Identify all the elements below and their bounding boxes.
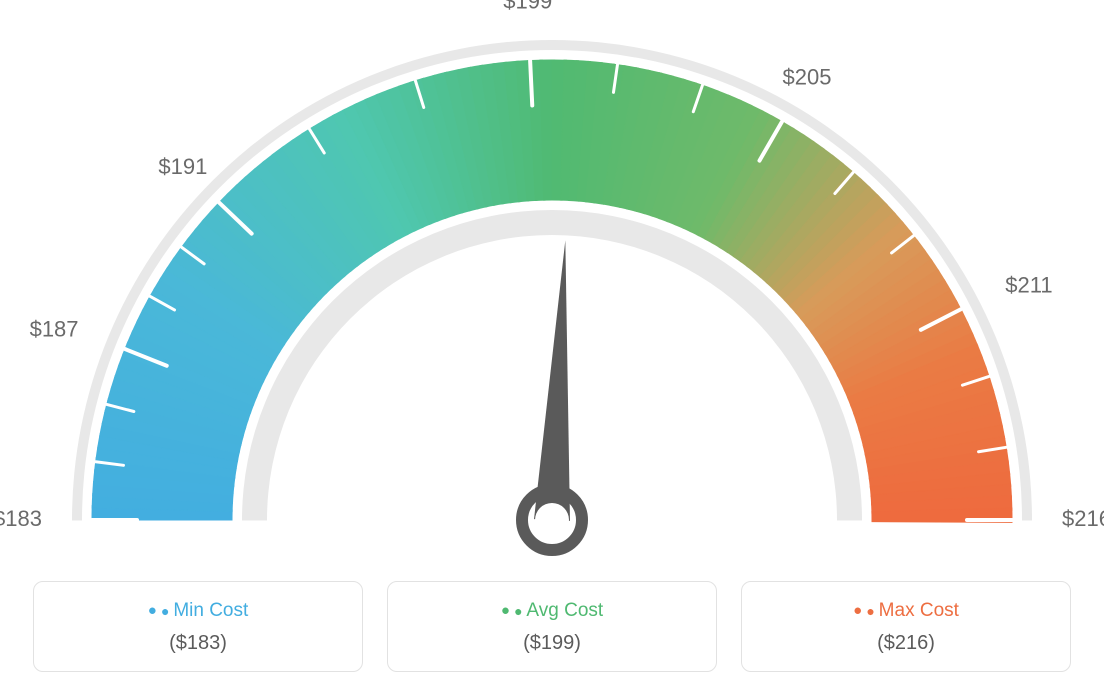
legend-avg-label: ● Avg Cost	[398, 600, 706, 622]
svg-text:$183: $183	[0, 506, 42, 531]
svg-text:$216: $216	[1062, 506, 1104, 531]
legend-max-label: ● Max Cost	[752, 600, 1060, 622]
gauge-chart: $183 $187 $191 $199 $205 $211 $216	[0, 0, 1104, 570]
legend-max-value: ($216)	[752, 632, 1060, 655]
legend-row: ● Min Cost ($183) ● Avg Cost ($199) ● Ma…	[0, 581, 1104, 672]
svg-text:$205: $205	[783, 64, 832, 89]
legend-card-max: ● Max Cost ($216)	[741, 581, 1071, 672]
legend-avg-value: ($199)	[398, 632, 706, 655]
svg-text:$199: $199	[503, 0, 552, 14]
legend-card-min: ● Min Cost ($183)	[33, 581, 363, 672]
legend-min-label: ● Min Cost	[44, 600, 352, 622]
legend-min-value: ($183)	[44, 632, 352, 655]
legend-card-avg: ● Avg Cost ($199)	[387, 581, 717, 672]
gauge-svg: $183 $187 $191 $199 $205 $211 $216	[0, 0, 1104, 570]
svg-text:$187: $187	[30, 316, 79, 341]
svg-text:$211: $211	[1005, 272, 1052, 297]
svg-text:$191: $191	[158, 154, 207, 179]
